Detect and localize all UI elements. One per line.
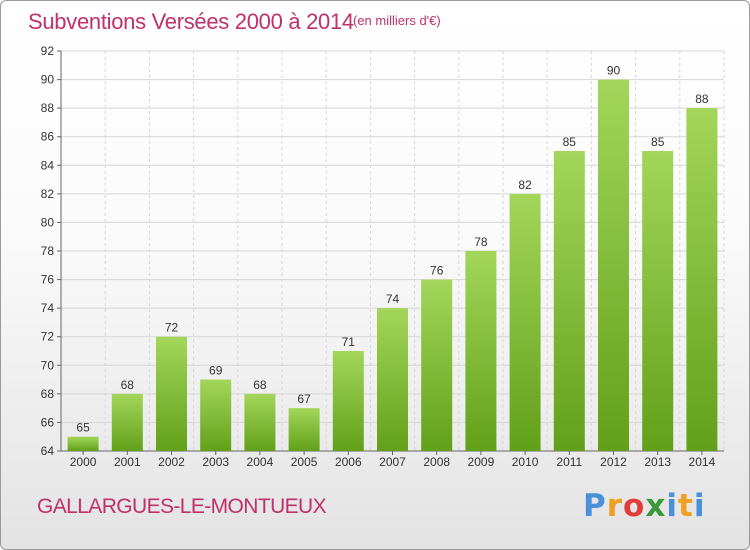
proxiti-logo: Proxiti — [583, 488, 706, 524]
data-label-2014: 88 — [695, 92, 709, 106]
bar-2010 — [509, 193, 541, 451]
data-label-2008: 76 — [430, 264, 444, 278]
x-tick-labels: 2000 2001 2002 2003 2004 2005 2006 2007 2008 2009… — [70, 455, 716, 469]
data-label-2009: 78 — [474, 235, 488, 249]
data-label-2010: 82 — [518, 178, 532, 192]
x-tick-label-2012: 2012 — [600, 455, 627, 469]
x-tick-label-2002: 2002 — [158, 455, 185, 469]
x-tick-label-2001: 2001 — [114, 455, 141, 469]
x-tick-label-2010: 2010 — [512, 455, 539, 469]
y-tick-label: 80 — [41, 215, 55, 229]
bar-2013 — [642, 151, 674, 451]
y-tick-label: 74 — [41, 301, 55, 315]
x-tick-label-2013: 2013 — [644, 455, 671, 469]
y-tick-label: 82 — [41, 187, 55, 201]
bar-2004 — [244, 393, 276, 451]
data-label-2001: 68 — [121, 378, 135, 392]
y-tick-label: 90 — [41, 73, 55, 87]
y-tick-label: 66 — [41, 415, 55, 429]
x-tick-label-2009: 2009 — [468, 455, 495, 469]
x-tick-label-2004: 2004 — [247, 455, 274, 469]
bars — [67, 79, 718, 452]
y-tick-label: 84 — [41, 158, 55, 172]
data-label-2003: 69 — [209, 364, 223, 378]
data-label-2004: 68 — [253, 378, 267, 392]
x-tick-label-2005: 2005 — [291, 455, 318, 469]
y-tick-label: 68 — [41, 387, 55, 401]
bar-2002 — [156, 336, 187, 451]
data-label-2000: 65 — [76, 421, 90, 435]
bar-2003 — [200, 379, 232, 451]
x-tick-label-2008: 2008 — [423, 455, 450, 469]
data-labels: 65 68 72 69 68 67 71 74 76 78 82 85 90 85 88 — [76, 64, 708, 435]
commune-name: GALLARGUES-LE-MONTUEUX — [37, 495, 327, 518]
bar-2001 — [111, 393, 143, 451]
chart-title: Subventions Versées 2000 à 2014 — [28, 9, 354, 34]
bar-2000 — [67, 436, 99, 451]
data-label-2005: 67 — [297, 392, 311, 406]
y-tick-label: 88 — [41, 101, 55, 115]
bar-2014 — [686, 108, 718, 452]
data-label-2012: 90 — [607, 64, 621, 78]
y-tick-label: 70 — [41, 358, 55, 372]
data-label-2013: 85 — [651, 135, 665, 149]
x-tick-label-2014: 2014 — [689, 455, 716, 469]
y-tick-label: 64 — [41, 444, 55, 458]
data-label-2007: 74 — [386, 292, 400, 306]
chart-unit-subtitle: (en milliers d'€) — [353, 13, 441, 28]
x-tick-label-2003: 2003 — [202, 455, 229, 469]
bar-2007 — [377, 308, 408, 451]
x-tick-label-2007: 2007 — [379, 455, 406, 469]
data-label-2011: 85 — [563, 135, 577, 149]
data-label-2006: 71 — [342, 335, 356, 349]
y-tick-labels: 64 66 68 70 72 74 76 78 80 82 84 86 88 90 92 — [41, 44, 55, 458]
x-tick-label-2011: 2011 — [556, 455, 582, 469]
bar-2008 — [421, 279, 453, 451]
y-tick-label: 78 — [41, 244, 55, 258]
y-tick-label: 86 — [41, 130, 55, 144]
bar-2009 — [465, 251, 497, 451]
x-tick-label-2000: 2000 — [70, 455, 97, 469]
bar-2006 — [332, 351, 364, 451]
data-label-2002: 72 — [165, 321, 179, 335]
y-tick-label: 72 — [41, 330, 55, 344]
bar-2011 — [553, 151, 585, 451]
bar-2012 — [598, 79, 629, 452]
y-tick-label: 76 — [41, 273, 55, 287]
bar-2005 — [288, 408, 320, 451]
x-tick-label-2006: 2006 — [335, 455, 362, 469]
y-tick-label: 92 — [41, 44, 55, 58]
